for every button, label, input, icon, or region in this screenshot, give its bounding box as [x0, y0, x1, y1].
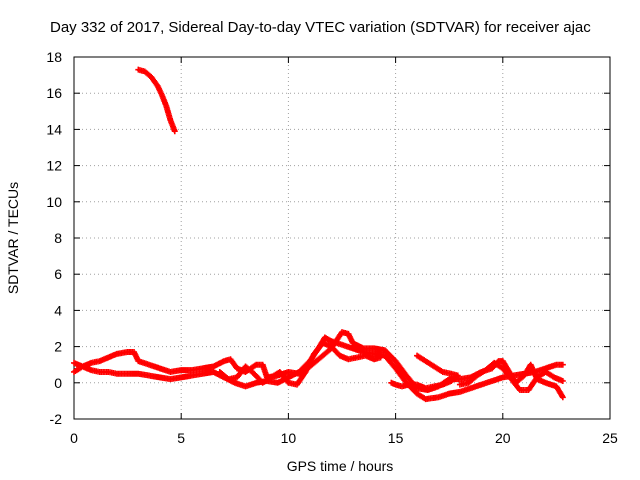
data-point [388, 379, 395, 386]
series-upper-arc [135, 66, 178, 135]
data-point [171, 128, 178, 135]
x-tick-label: 20 [495, 430, 511, 446]
series-main-d [388, 352, 461, 392]
x-tick-label: 0 [70, 430, 78, 446]
chart-title: Day 332 of 2017, Sidereal Day-to-day VTE… [50, 19, 591, 36]
series-main-e [456, 359, 566, 394]
y-tick-label: 10 [46, 194, 62, 210]
data-series [71, 66, 566, 403]
y-tick-label: 18 [46, 49, 62, 65]
y-tick-label: 0 [54, 375, 62, 391]
data-point [377, 354, 384, 361]
x-tick-label: 25 [602, 430, 618, 446]
x-tick-label: 5 [177, 430, 185, 446]
y-axis-label: SDTVAR / TECUs [5, 182, 21, 294]
data-point [559, 377, 566, 384]
x-tick-label: 10 [281, 430, 297, 446]
axis-ticks: 0 5 10 15 20 25 -2 0 2 4 6 8 10 12 14 16 18 [46, 49, 618, 446]
y-tick-label: 6 [54, 266, 62, 282]
y-tick-label: 16 [46, 85, 62, 101]
series-main-c [216, 339, 384, 388]
x-axis-label: GPS time / hours [287, 458, 394, 474]
data-point [559, 361, 566, 368]
y-tick-label: 12 [46, 158, 62, 174]
y-tick-label: 2 [54, 339, 62, 355]
y-tick-label: -2 [50, 411, 63, 427]
x-tick-label: 15 [388, 430, 404, 446]
data-point [559, 394, 566, 401]
y-tick-label: 8 [54, 230, 62, 246]
y-tick-label: 4 [54, 302, 62, 318]
y-tick-label: 14 [46, 121, 62, 137]
